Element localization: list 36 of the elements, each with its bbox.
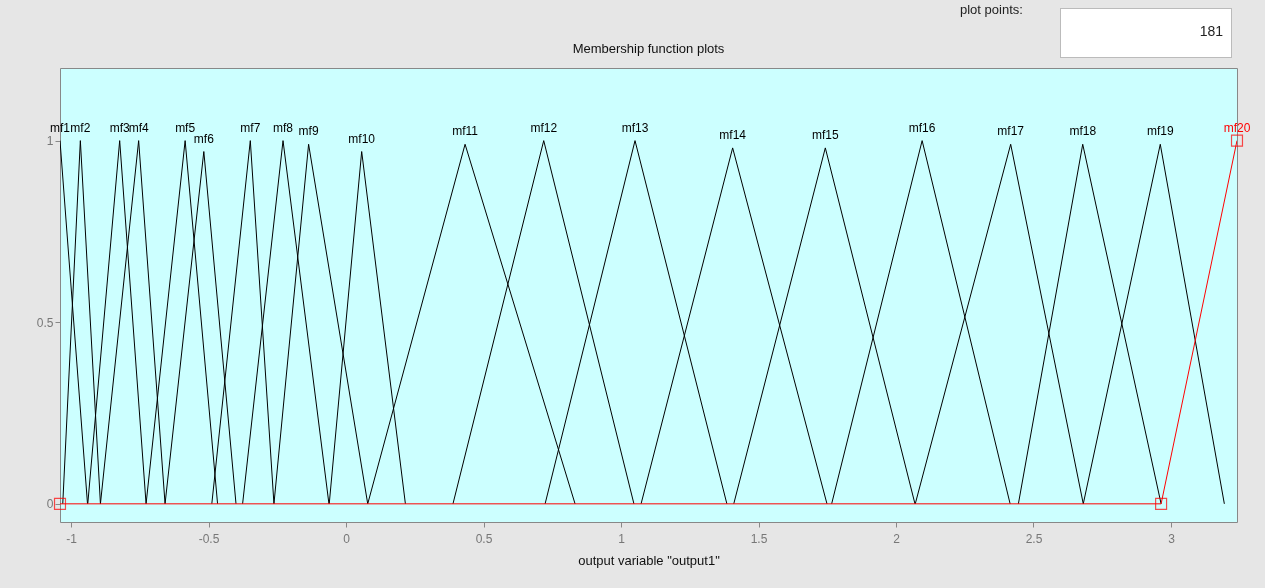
series-label: mf15 [811, 127, 839, 142]
x-tick-label: 0.5 [475, 531, 493, 546]
series-label: mf13 [621, 120, 649, 135]
y-tick-label: 1 [46, 134, 54, 149]
series-label: mf16 [908, 120, 936, 135]
series-label: mf14 [719, 127, 747, 142]
chart-title: Membership function plots [572, 41, 725, 56]
text-field: 181 [1060, 8, 1232, 58]
x-tick-label: -0.5 [198, 531, 220, 546]
x-tick-label: 0 [343, 531, 351, 546]
series-label: mf19 [1146, 124, 1174, 139]
y-tick-label: 0 [46, 497, 54, 512]
series-label: mf1 [49, 120, 71, 135]
series-label: mf11 [452, 124, 479, 139]
x-tick-label: 3 [1168, 531, 1176, 546]
y-tick-label: 0.5 [36, 315, 54, 330]
series-label: mf12 [530, 120, 558, 135]
series-label: mf18 [1069, 124, 1097, 139]
series-label: mf2 [70, 120, 91, 135]
x-tick-label: -1 [66, 531, 78, 546]
x-tick-label: 2 [893, 531, 901, 546]
text: plot points: [960, 2, 1023, 17]
x-tick-label: 1 [618, 531, 626, 546]
x-tick-label: 2.5 [1025, 531, 1043, 546]
series-label: mf8 [273, 120, 294, 135]
series-label: mf10 [348, 131, 376, 146]
series-label: mf4 [128, 120, 149, 135]
series-label: mf6 [193, 131, 215, 146]
x-tick-label: 1.5 [750, 531, 768, 546]
series-label: mf5 [175, 120, 196, 135]
series-label: mf17 [997, 124, 1025, 139]
series-label: mf9 [298, 124, 319, 139]
x-axis-title: output variable "output1" [578, 552, 721, 568]
series-label: mf20 [1223, 120, 1251, 135]
series-label: mf3 [109, 120, 130, 135]
series-label: mf7 [240, 120, 261, 135]
